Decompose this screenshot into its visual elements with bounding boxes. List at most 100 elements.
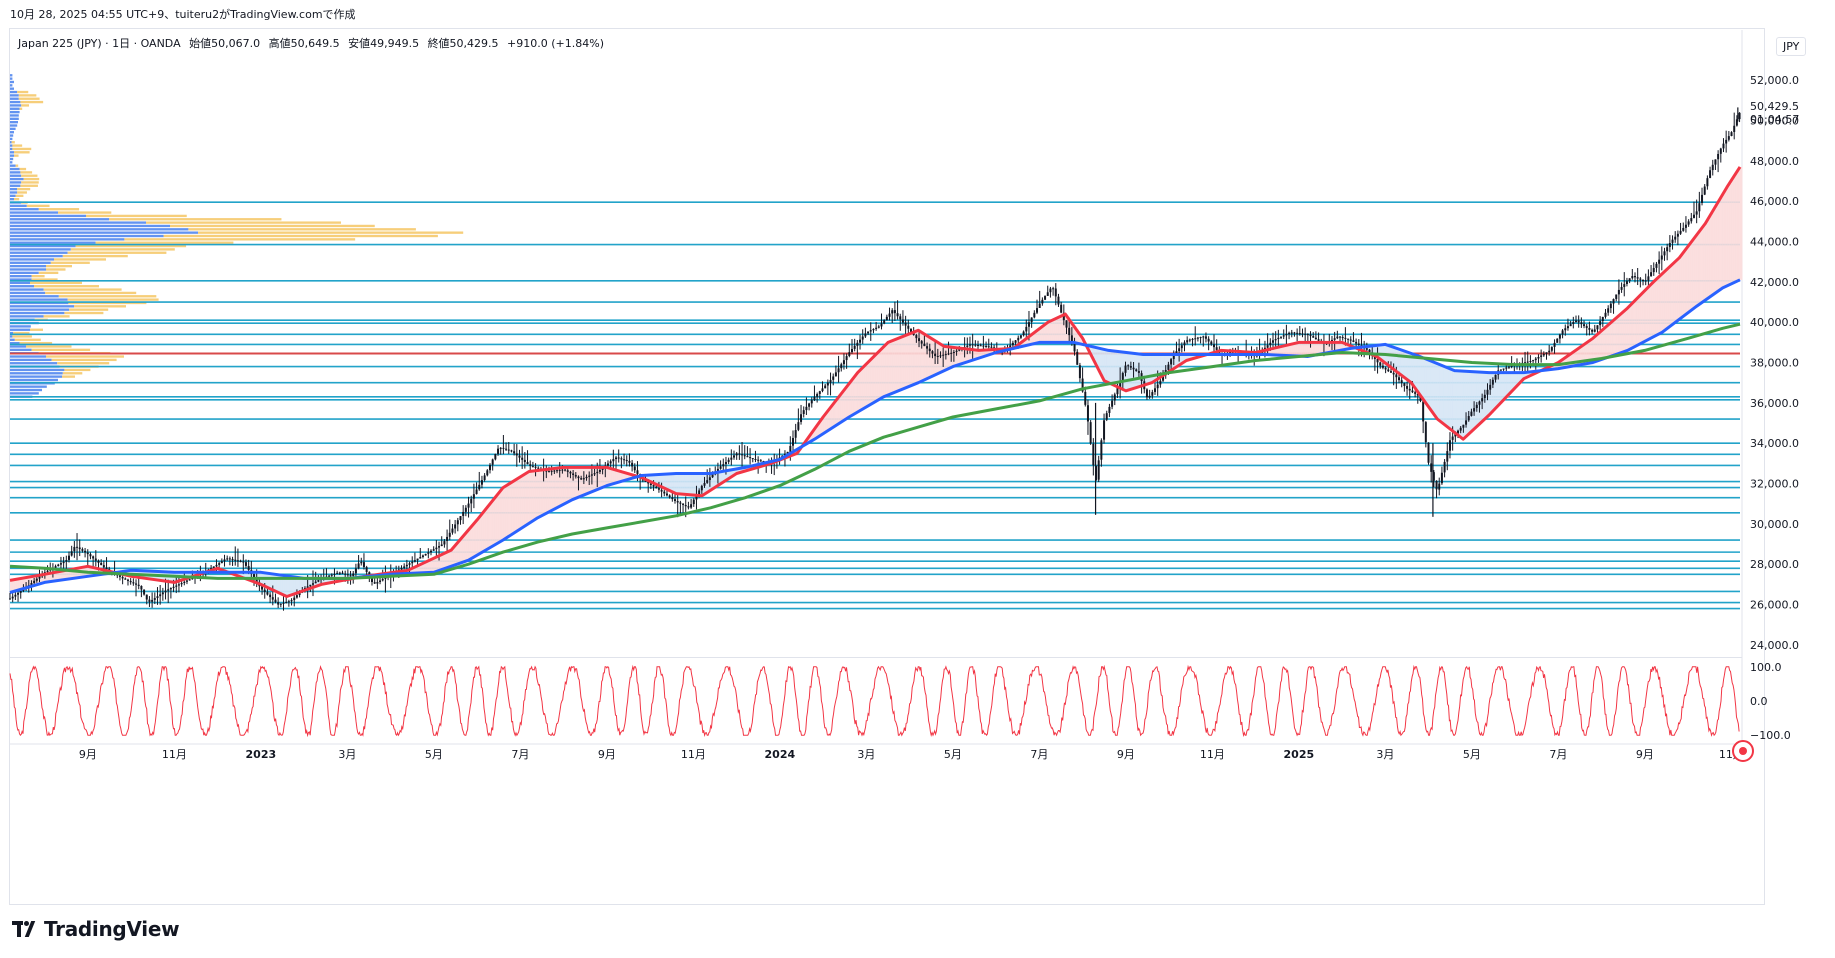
candle-body <box>1352 340 1355 342</box>
ma-cloud-slice <box>1052 320 1055 343</box>
ma-cloud-slice <box>611 468 614 485</box>
ma-cloud-slice <box>1311 342 1315 356</box>
ma-cloud-slice <box>1659 275 1663 334</box>
candle-body <box>909 328 912 332</box>
candle-body <box>531 465 534 467</box>
candle-body <box>424 553 427 556</box>
volume-profile-up-bar <box>10 167 20 171</box>
candle-body <box>459 516 462 521</box>
ma-cloud-slice <box>598 467 601 490</box>
ma-cloud-slice <box>814 429 817 440</box>
ma-cloud-slice <box>1698 231 1702 305</box>
candle-body <box>1019 335 1022 338</box>
x-tick-label: 2025 <box>1284 748 1315 761</box>
ma-cloud-slice <box>533 470 536 521</box>
candle-body <box>1349 339 1352 341</box>
candle-body <box>1111 400 1114 407</box>
candle-body <box>657 488 660 490</box>
candle-body <box>1545 352 1548 354</box>
ma-cloud-slice <box>477 519 480 556</box>
y-tick-label: 32,000.0 <box>1750 478 1799 491</box>
candle-body <box>317 580 320 582</box>
ma-cloud-slice <box>702 473 705 496</box>
volume-profile-down-bar <box>124 238 356 241</box>
ma-cloud-slice <box>55 572 58 581</box>
candle-body <box>1183 342 1186 346</box>
candle-body <box>1674 236 1677 240</box>
candle-body <box>1368 349 1371 353</box>
ma-cloud-slice <box>1467 371 1470 436</box>
symbol-label[interactable]: Japan 225 (JPY) · 1日 · OANDA <box>18 37 181 50</box>
ma-cloud-slice <box>673 473 677 493</box>
ma-cloud-slice <box>1339 342 1343 351</box>
volume-profile-down-bar <box>198 231 464 234</box>
candle-body <box>1532 360 1535 362</box>
candle-body <box>749 457 752 459</box>
candle-body <box>341 572 344 574</box>
ma-cloud-slice <box>1711 212 1715 296</box>
candle-body <box>966 345 969 347</box>
candle-body <box>601 467 604 470</box>
candle-body <box>1317 339 1320 341</box>
candle-body <box>1738 112 1741 120</box>
candle-body <box>30 583 33 586</box>
ma-cloud-slice <box>600 467 603 489</box>
ma-cloud-slice <box>1277 347 1280 356</box>
ma-cloud-slice <box>1724 190 1728 287</box>
candle-body <box>1384 367 1387 370</box>
candle-body <box>1036 308 1039 313</box>
ma-cloud-slice <box>980 350 984 358</box>
ma-cloud-slice <box>909 333 913 387</box>
candle-body <box>1502 368 1505 370</box>
ma-cloud-slice <box>875 355 878 402</box>
volume-profile-down-bar <box>62 254 128 258</box>
volume-profile-up-bar <box>10 131 14 134</box>
ma-cloud-slice <box>18 578 22 590</box>
ma-cloud-slice <box>239 572 242 577</box>
candle-body <box>958 349 961 351</box>
tradingview-logo[interactable]: TradingView <box>12 917 180 941</box>
candle-body <box>968 344 971 346</box>
ma-cloud-slice <box>870 359 874 405</box>
candle-body <box>1435 480 1438 490</box>
last-price-label: 50,429.5 <box>1750 100 1799 113</box>
candle-body <box>1652 268 1655 273</box>
ma-cloud-slice <box>630 474 634 479</box>
candle-body <box>1636 277 1639 279</box>
candle-body <box>282 602 285 604</box>
ma-cloud-slice <box>978 350 982 359</box>
candle-body <box>842 360 845 365</box>
legend-bar[interactable]: Japan 225 (JPY) · 1日 · OANDA 始値50,067.0 … <box>18 35 609 51</box>
ma-cloud-slice <box>1030 335 1034 345</box>
currency-button[interactable]: JPY <box>1776 37 1807 56</box>
candle-body <box>59 563 62 565</box>
volume-profile-up-bar <box>10 305 74 308</box>
ma-cloud-slice <box>1590 339 1594 363</box>
candle-body <box>486 470 489 476</box>
ma-cloud-slice <box>1400 349 1403 375</box>
ma-cloud-slice <box>1486 372 1490 417</box>
ma-cloud-slice <box>325 578 329 584</box>
candle-body <box>448 532 451 537</box>
countdown-label: 01:04:57 <box>1750 113 1799 126</box>
alert-marker-icon[interactable] <box>1732 740 1754 762</box>
y-tick-label: 34,000.0 <box>1750 437 1799 450</box>
ma-cloud-slice <box>1491 372 1494 413</box>
candle-body <box>298 592 301 596</box>
volume-profile-up-bar <box>10 275 32 278</box>
ma-cloud-slice <box>1292 343 1295 356</box>
ma-cloud-slice <box>1097 347 1101 368</box>
candle-body <box>606 463 609 466</box>
volume-profile-up-bar <box>10 191 18 194</box>
volume-profile-up-bar <box>10 231 198 234</box>
x-tick-label: 5月 <box>1463 748 1481 761</box>
candle-body <box>529 464 532 466</box>
candle-body <box>1430 463 1433 472</box>
ma-cloud-slice <box>1363 346 1367 352</box>
ma-cloud-slice <box>1692 240 1695 310</box>
ma-cloud-slice <box>323 578 327 585</box>
candle-body <box>515 453 518 456</box>
candle-body <box>1451 436 1454 440</box>
ma-cloud-slice <box>916 331 919 384</box>
